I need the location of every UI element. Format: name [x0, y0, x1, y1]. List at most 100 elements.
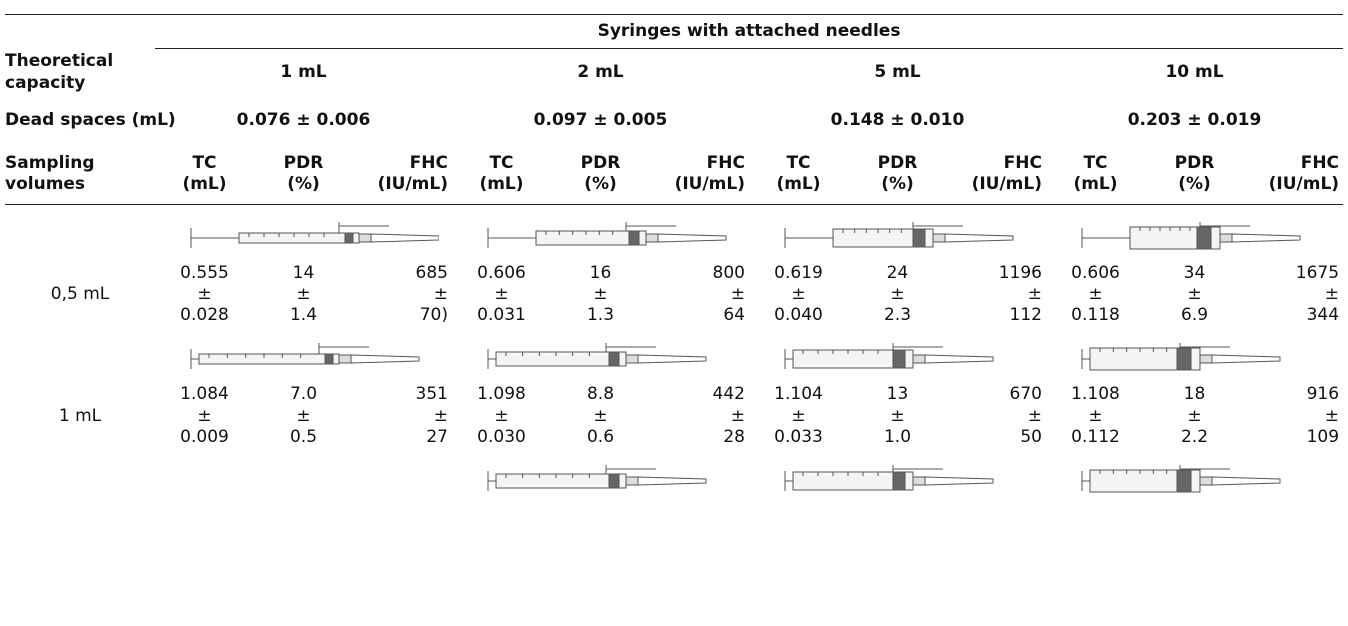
row-label: Sampling volumes: [5, 144, 155, 205]
syringe-part: [1219, 233, 1233, 243]
syringe-cell: [1046, 205, 1343, 263]
data-cell-text: 18 ± 2.2: [1180, 384, 1209, 447]
column-header-text: FHC (IU/mL): [971, 153, 1043, 195]
syringe-part: [944, 233, 1013, 243]
table-wrap: Syringes with attached needles Theoretica…: [5, 14, 1344, 506]
syringe-cell: [452, 326, 749, 384]
data-cell-text: 670 ± 50: [1009, 384, 1042, 447]
syringe-part: [657, 233, 726, 243]
dead-space-value: 0.097 ± 0.005: [533, 109, 668, 130]
data-cell-text: 24 ± 2.3: [883, 262, 912, 326]
data-cell-text: 916 ± 109: [1306, 384, 1340, 447]
syringe-part: [1211, 354, 1281, 364]
column-header-text: FHC (IU/mL): [674, 153, 746, 195]
data-cell-text: 13 ± 1.0: [883, 384, 912, 447]
syringe-part: [628, 230, 639, 246]
row-label: [5, 205, 155, 263]
syringe-drawing: [487, 465, 706, 491]
data-cell: 670 ± 50: [947, 384, 1046, 448]
data-cell: 13 ± 1.0: [848, 384, 947, 448]
syringe-drawing: [487, 221, 726, 248]
syringe-cell: [155, 448, 452, 506]
syringe-cell: [155, 205, 452, 263]
table-row: Theoretical capacity 1 mL 2 mL 5 mL 10 mL: [5, 49, 1343, 97]
syringe-cell: [1046, 326, 1343, 384]
syringe-part: [637, 476, 706, 486]
data-cell: 800 ± 64: [650, 263, 749, 327]
syringe-drawing: [1081, 221, 1301, 250]
column-header: FHC (IU/mL): [353, 144, 452, 205]
row-label: Theoretical capacity: [5, 49, 155, 97]
syringe-part: [625, 476, 638, 486]
data-cell-text: 0.606 ± 0.118: [1071, 262, 1120, 326]
syringe-part: [637, 354, 706, 364]
row-label-text: Dead spaces (mL): [5, 109, 176, 130]
data-cell: 7.0 ± 0.5: [254, 384, 353, 448]
syringe-part: [932, 233, 945, 243]
column-header: TC (mL): [749, 144, 848, 205]
syringe-part: [324, 353, 333, 365]
syringe-drawing: [1081, 343, 1281, 371]
column-header: PDR (%): [1145, 144, 1244, 205]
column-header: FHC (IU/mL): [650, 144, 749, 205]
data-cell-text: 8.8 ± 0.6: [586, 384, 615, 447]
syringe-part: [625, 354, 638, 364]
syringe-part: [1211, 476, 1281, 486]
syringe-drawing: [190, 221, 439, 248]
data-cell-text: 442 ± 28: [712, 384, 745, 447]
syringe-part: [350, 354, 419, 364]
syringe-drawing: [784, 343, 993, 370]
column-header: TC (mL): [1046, 144, 1145, 205]
data-cell-text: 1196 ± 112: [998, 262, 1042, 326]
data-cell: 916 ± 109: [1244, 384, 1343, 448]
data-cell: 1.108 ± 0.112: [1046, 384, 1145, 448]
capacity-value: 2 mL: [577, 62, 624, 83]
syringe-part: [344, 232, 353, 244]
data-cell-text: 14 ± 1.4: [289, 262, 318, 326]
column-header: FHC (IU/mL): [1244, 144, 1344, 205]
row-label-text: Sampling volumes: [5, 153, 95, 195]
row-label: Dead spaces (mL): [5, 97, 176, 145]
syringe-part: [1176, 469, 1192, 493]
data-cell: 442 ± 28: [650, 384, 749, 448]
data-cell-text: 1.104 ± 0.033: [774, 384, 823, 447]
table-row: [5, 205, 1343, 263]
group-header: Syringes with attached needles: [155, 15, 1344, 49]
syringe-part: [198, 353, 339, 365]
syringe-cell: [749, 448, 1046, 506]
syringe-drawing: [784, 465, 993, 491]
data-cell: 0.619 ± 0.040: [749, 263, 848, 327]
data-cell-text: 16 ± 1.3: [586, 262, 615, 326]
syringe-drawing: [190, 343, 419, 370]
column-header-text: PDR (%): [1174, 153, 1215, 195]
syringe-part: [892, 349, 905, 369]
syringe-part: [358, 233, 371, 243]
syringe-part: [924, 354, 993, 364]
column-header: TC (mL): [452, 144, 551, 205]
syringe-part: [608, 473, 619, 489]
data-cell: 18 ± 2.2: [1145, 384, 1244, 448]
data-cell-text: 1675 ± 344: [1295, 262, 1340, 326]
syringe-part: [608, 351, 619, 367]
column-header-text: TC (mL): [1073, 153, 1118, 195]
syringe-cell: [452, 205, 749, 263]
data-cell: 1.098 ± 0.030: [452, 384, 551, 448]
capacity-value: 5 mL: [874, 62, 921, 83]
row-label: 0,5 mL: [50, 283, 110, 304]
row-label: 1 mL: [58, 405, 102, 426]
column-header-text: TC (mL): [776, 153, 821, 195]
syringe-part: [924, 476, 993, 486]
data-cell: 1196 ± 112: [947, 263, 1046, 327]
capacity-value: 10 mL: [1165, 62, 1224, 83]
data-cell-text: 0.555 ± 0.028: [180, 262, 229, 326]
column-header: PDR (%): [551, 144, 650, 205]
table-row: [5, 326, 1343, 384]
data-cell-text: 685 ± 70): [415, 262, 448, 326]
dead-space-value: 0.203 ± 0.019: [1127, 109, 1262, 130]
row-label: [5, 326, 155, 384]
data-cell-text: 351 ± 27: [415, 384, 448, 447]
data-cell: 24 ± 2.3: [848, 263, 947, 327]
column-header-text: PDR (%): [580, 153, 621, 195]
capacity-value: 1 mL: [280, 62, 327, 83]
data-cell: 1.104 ± 0.033: [749, 384, 848, 448]
